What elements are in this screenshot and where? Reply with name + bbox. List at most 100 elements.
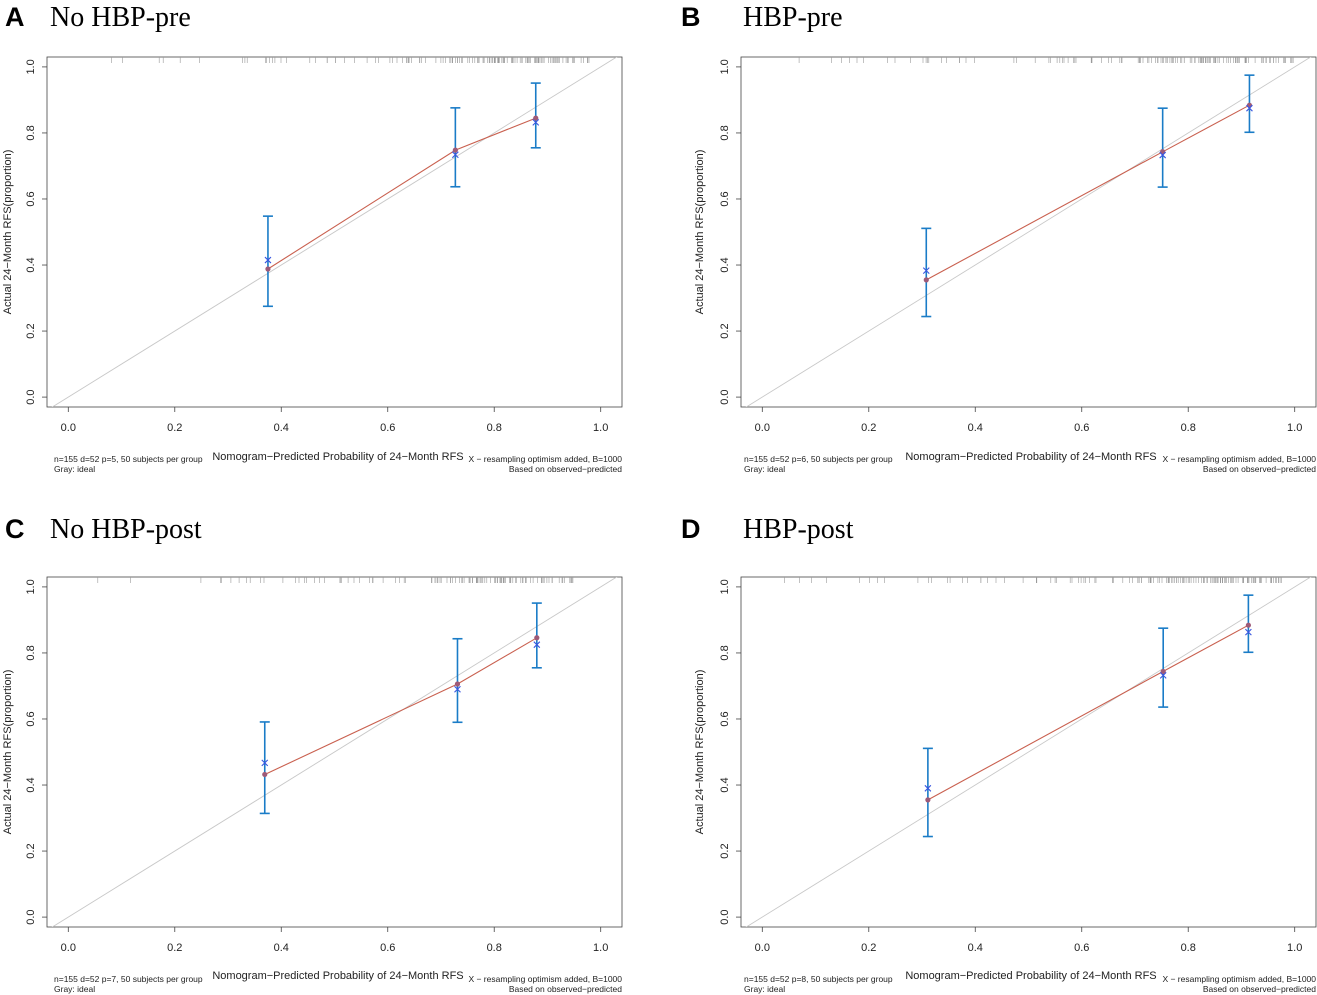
y-tick-label: 0.8: [719, 645, 731, 660]
bias-corrected-marker: [533, 641, 541, 649]
panel-letter: D: [681, 514, 701, 544]
x-tick-label: 0.0: [755, 942, 770, 954]
plot-frame: [740, 56, 1317, 408]
bias-corrected-stroke: [1159, 672, 1167, 679]
y-tick-label: 0.6: [719, 191, 731, 206]
panel-d: D HBP-post 0.0 0.2 0.4 0.6 0.8 1.0 0.0 0…: [681, 514, 1317, 994]
y-tick-label: 1.0: [719, 579, 731, 594]
observed-point: [925, 797, 931, 803]
bias-corrected-marker: [451, 151, 459, 159]
observed-point: [452, 147, 458, 153]
plot-frame: [46, 576, 623, 928]
bias-corrected-marker: [261, 759, 269, 767]
y-axis-title: Actual 24−Month RFS(proportion): [2, 670, 14, 835]
footnote-ideal-legend: Gray: ideal: [744, 464, 785, 474]
bias-corrected-marker: [1159, 672, 1167, 679]
x-tick-label: 0.6: [380, 942, 395, 954]
y-tick-label: 0.2: [719, 323, 731, 338]
bias-corrected-marker: [924, 784, 932, 792]
observed-point: [923, 277, 929, 283]
y-tick-label: 0.0: [719, 909, 731, 924]
observed-point: [1160, 668, 1166, 675]
x-tick-label: 0.2: [861, 422, 876, 434]
panel-a: A No HBP-pre 0.0 0.2 0.4 0.6 0.8 1.0 0.0…: [2, 2, 623, 474]
footnote-sample-info: n=155 d=52 p=7, 50 subjects per group: [54, 974, 203, 984]
y-tick-label: 0.4: [25, 257, 37, 272]
ideal-line: [51, 57, 618, 407]
y-tick-label: 0.2: [719, 843, 731, 858]
footnote-ideal-legend: Gray: ideal: [744, 984, 785, 994]
y-tick-label: 0.0: [719, 389, 731, 404]
x-tick-label: 0.8: [1181, 942, 1196, 954]
plot-frame: [740, 576, 1317, 928]
bias-corrected-marker: [532, 118, 540, 126]
x-tick-label: 0.2: [167, 422, 182, 434]
ideal-line: [745, 577, 1312, 927]
x-axis-title: Nomogram−Predicted Probability of 24−Mon…: [905, 970, 1156, 982]
y-tick-label: 0.8: [25, 125, 37, 140]
bias-corrected-stroke: [454, 685, 461, 693]
x-tick-label: 0.4: [274, 942, 289, 954]
panel-title: No HBP-post: [50, 514, 202, 545]
plot-area: [736, 576, 1317, 932]
y-tick-label: 0.0: [25, 909, 37, 924]
y-tick-label: 0.6: [25, 711, 37, 726]
bias-corrected-stroke: [1244, 628, 1252, 636]
plot-area: [42, 56, 623, 412]
bias-corrected-stroke: [533, 641, 541, 649]
y-tick-label: 0.2: [25, 843, 37, 858]
bias-corrected-stroke: [1246, 104, 1253, 112]
x-axis-title: Nomogram−Predicted Probability of 24−Mon…: [212, 970, 463, 982]
y-tick-label: 1.0: [25, 59, 37, 74]
y-tick-label: 0.4: [719, 257, 731, 272]
y-axis-title: Actual 24−Month RFS(proportion): [694, 150, 706, 315]
footnote-ideal-legend: Gray: ideal: [54, 984, 95, 994]
bias-corrected-marker: [1246, 104, 1253, 112]
y-tick-label: 0.4: [719, 777, 731, 792]
x-tick-label: 0.0: [61, 422, 76, 434]
bias-corrected-marker: [454, 685, 461, 693]
observed-point: [1245, 622, 1251, 628]
panel-letter: A: [5, 2, 25, 32]
x-tick-label: 0.4: [274, 422, 289, 434]
x-tick-label: 0.0: [61, 942, 76, 954]
footnote-resampling: X − resampling optimism added, B=1000: [468, 454, 622, 464]
panel-title: HBP-post: [743, 514, 854, 545]
x-tick-label: 1.0: [593, 942, 608, 954]
bias-corrected-stroke: [924, 784, 932, 792]
bias-corrected-marker: [264, 256, 272, 264]
bias-corrected-marker: [1159, 151, 1167, 159]
x-tick-label: 1.0: [1287, 942, 1302, 954]
footnote-basis: Based on observed−predicted: [1203, 984, 1316, 994]
footnote-basis: Based on observed−predicted: [509, 984, 622, 994]
bias-corrected-stroke: [1159, 151, 1167, 159]
y-tick-label: 1.0: [719, 59, 731, 74]
x-tick-label: 1.0: [1287, 422, 1302, 434]
plot-frame: [46, 56, 623, 408]
x-tick-label: 0.6: [1074, 942, 1089, 954]
bias-corrected-marker: [1244, 628, 1252, 636]
y-tick-label: 0.0: [25, 389, 37, 404]
plot-area: [736, 56, 1317, 412]
rug-marks: [783, 577, 1282, 583]
plot-area: [42, 576, 623, 932]
x-tick-label: 0.0: [755, 422, 770, 434]
footnote-basis: Based on observed−predicted: [1203, 464, 1316, 474]
bias-corrected-stroke: [532, 118, 540, 126]
x-tick-label: 1.0: [593, 422, 608, 434]
observed-point: [533, 115, 539, 121]
x-tick-label: 0.8: [487, 422, 502, 434]
x-tick-label: 0.4: [968, 422, 983, 434]
footnote-sample-info: n=155 d=52 p=6, 50 subjects per group: [744, 454, 893, 464]
ideal-line: [745, 57, 1312, 407]
y-tick-label: 0.8: [25, 645, 37, 660]
y-axis-title: Actual 24−Month RFS(proportion): [694, 670, 706, 835]
x-tick-label: 0.8: [487, 942, 502, 954]
footnote-sample-info: n=155 d=52 p=8, 50 subjects per group: [744, 974, 893, 984]
x-tick-label: 0.2: [861, 942, 876, 954]
footnote-resampling: X − resampling optimism added, B=1000: [1162, 454, 1316, 464]
x-tick-label: 0.8: [1181, 422, 1196, 434]
observed-point: [454, 681, 461, 687]
bias-corrected-marker: [922, 267, 930, 275]
